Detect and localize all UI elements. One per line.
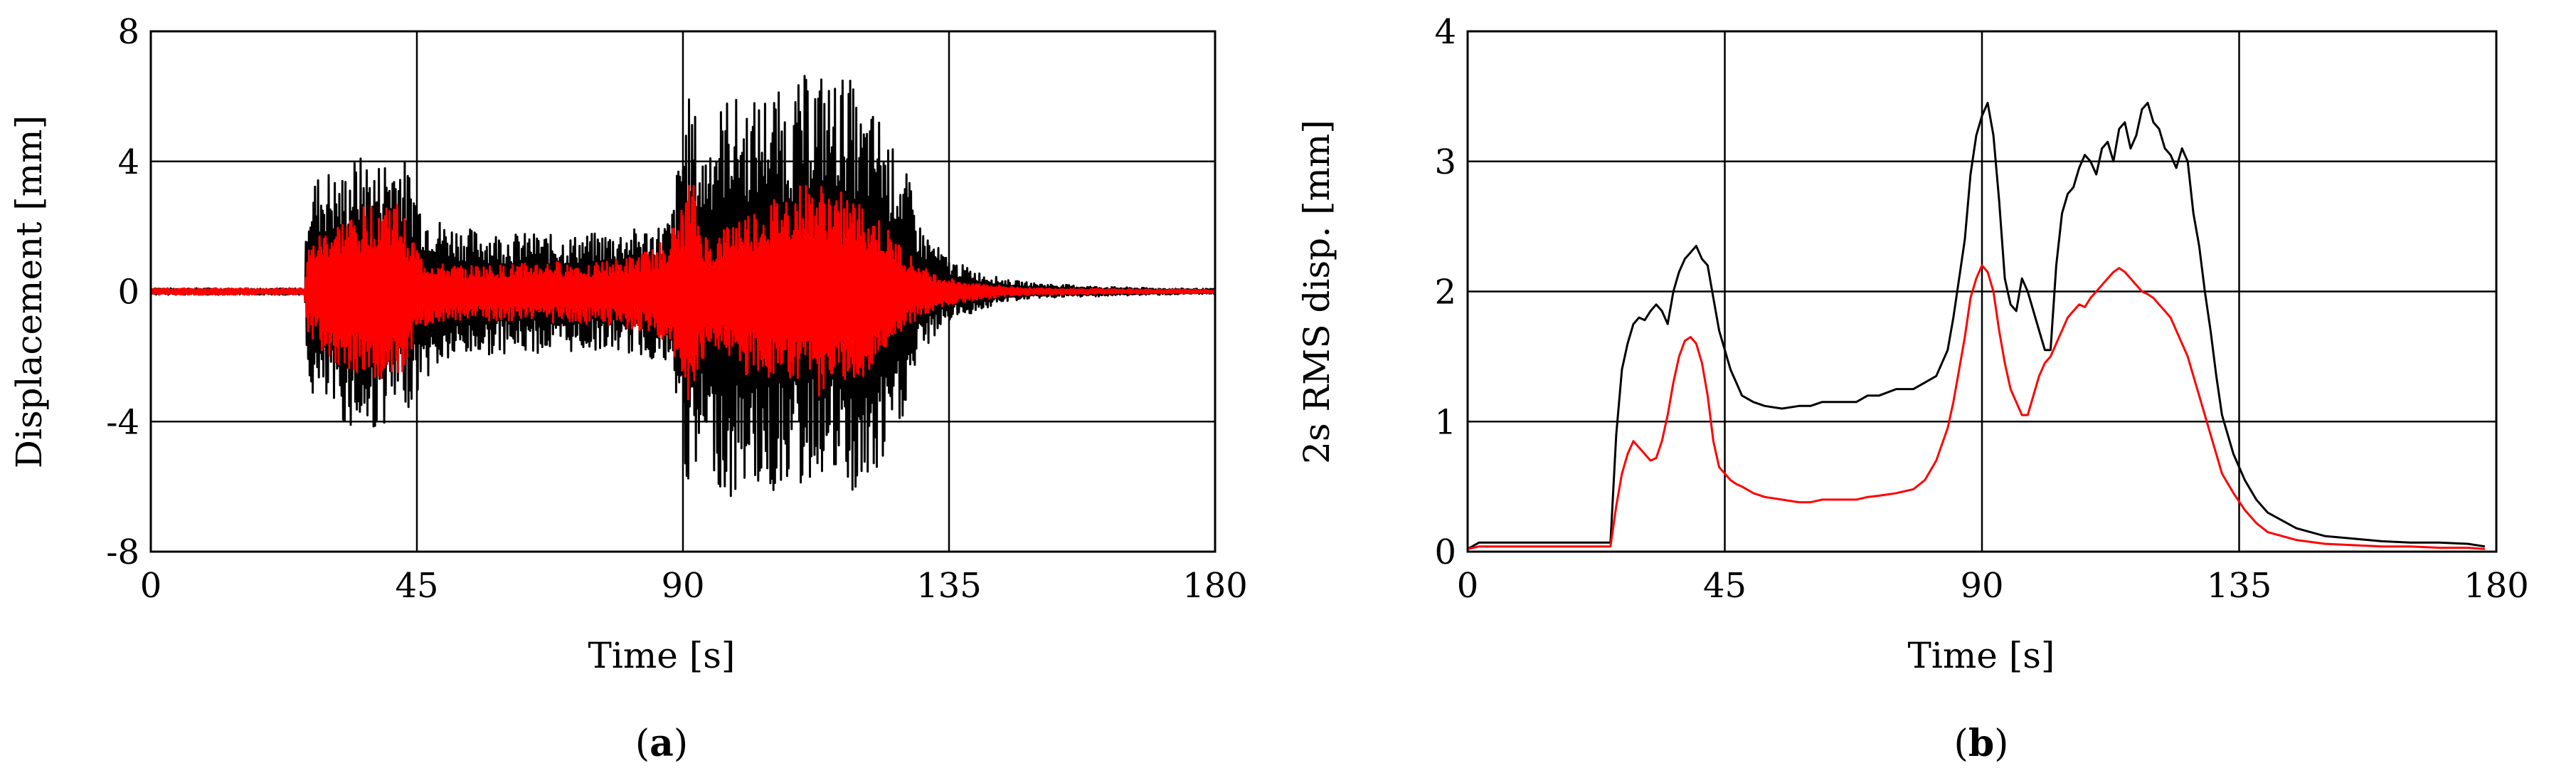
y-tick-label-2: 2 (1434, 273, 1456, 312)
chart-a-x-ticks: 0 45 90 135 180 (140, 566, 1248, 606)
chart-a-caption: (a) (635, 722, 688, 765)
chart-a-x-axis-label: Time [s] (588, 635, 736, 676)
chart-a-svg: 0 45 90 135 180 -8 -4 0 4 8 Time [s] Displacemen… (9, 12, 1248, 765)
x-tick-label-135: 135 (916, 566, 982, 606)
chart-b-series (1467, 102, 2486, 550)
chart-a-series (149, 75, 1217, 498)
chart-b-grid (1468, 31, 2496, 552)
chart-panel-b: 0 45 90 135 180 0 1 2 3 4 Time [s] 2s RMS disp. … (1288, 0, 2576, 779)
y-tick-label-8: 8 (117, 12, 139, 52)
chart-b-caption: (b) (1954, 722, 2009, 765)
chart-b-y-ticks: 0 1 2 3 4 (1434, 12, 1456, 572)
x-tick-label-45: 45 (395, 566, 438, 606)
chart-panel-a: 0 45 90 135 180 -8 -4 0 4 8 Time [s] Displacemen… (0, 0, 1281, 779)
y-tick-label-4: 4 (117, 142, 139, 182)
chart-b-frame (1466, 30, 2498, 553)
chart-a-frame (149, 30, 1217, 553)
y-tick-label-1: 1 (1434, 402, 1456, 442)
y-tick-label-minus-4: -4 (106, 402, 139, 442)
y-tick-label-0: 0 (1434, 532, 1456, 572)
x-tick-label-45: 45 (1703, 566, 1747, 606)
series-line-black (1467, 102, 2486, 550)
chart-b-caption-letter: b (1968, 722, 1994, 765)
x-tick-label-0: 0 (140, 566, 162, 606)
x-tick-label-135: 135 (2207, 566, 2272, 606)
chart-b-x-ticks: 0 45 90 135 180 (1457, 566, 2529, 606)
x-tick-label-90: 90 (1960, 566, 2003, 606)
chart-a-caption-letter: a (650, 722, 674, 765)
chart-b-x-axis-label: Time [s] (1908, 635, 2055, 676)
x-tick-label-0: 0 (1457, 566, 1479, 606)
chart-b-y-axis-label: 2s RMS disp. [mm] (1296, 120, 1337, 464)
y-tick-label-3: 3 (1434, 142, 1456, 182)
x-tick-label-180: 180 (2464, 566, 2529, 606)
x-tick-label-180: 180 (1182, 566, 1248, 606)
series-line-red (149, 184, 1217, 401)
x-tick-label-90: 90 (661, 566, 704, 606)
chart-b-svg: 0 45 90 135 180 0 1 2 3 4 Time [s] 2s RMS disp. … (1296, 12, 2529, 765)
y-tick-label-0: 0 (117, 273, 139, 312)
y-tick-label-4: 4 (1434, 12, 1456, 52)
chart-a-y-axis-label: Displacement [mm] (9, 115, 50, 468)
chart-a-y-ticks: -8 -4 0 4 8 (106, 12, 139, 572)
y-tick-label-minus-8: -8 (106, 532, 139, 572)
series-line-red (1467, 264, 2486, 550)
